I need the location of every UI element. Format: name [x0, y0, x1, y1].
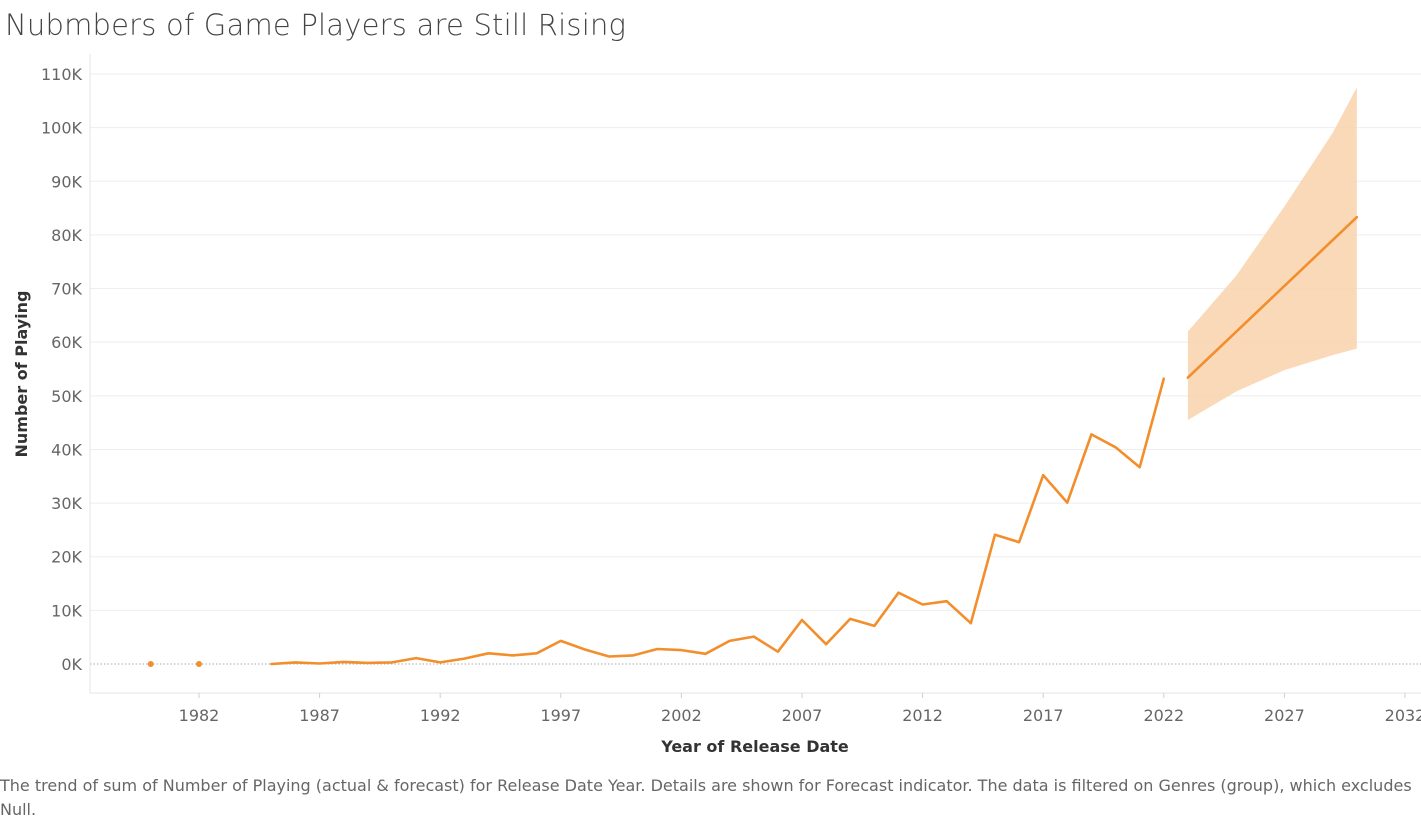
- y-tick-label: 80K: [51, 226, 82, 245]
- data-point: [147, 661, 154, 667]
- x-axis-ticks: 1982 1987 1992 1997 2002 2007 2012 2017 2022 2027…: [179, 693, 1421, 725]
- y-tick-label: 70K: [51, 280, 82, 299]
- y-tick-label: 30K: [51, 494, 82, 513]
- x-tick-label: 2012: [902, 706, 943, 725]
- line-layer: [147, 215, 1359, 667]
- x-tick-label: 2017: [1023, 706, 1064, 725]
- x-tick-label: 1982: [179, 706, 220, 725]
- grid-layer: [89, 54, 1421, 694]
- x-tick-label: 2007: [782, 706, 823, 725]
- y-tick-label: 110K: [41, 65, 83, 84]
- forecast-band-layer: [1187, 87, 1357, 421]
- x-tick-label: 1992: [420, 706, 461, 725]
- y-tick-label: 20K: [51, 548, 82, 567]
- x-tick-label: 2022: [1143, 706, 1184, 725]
- x-tick-label: 2027: [1264, 706, 1305, 725]
- y-tick-label: 90K: [51, 172, 82, 191]
- y-tick-label: 50K: [51, 387, 82, 406]
- y-tick-label: 100K: [41, 119, 83, 138]
- x-tick-label: 2032: [1385, 706, 1421, 725]
- y-tick-label: 40K: [51, 440, 82, 459]
- data-point: [196, 661, 202, 667]
- chart-title: Nubmbers of Game Players are Still Risin…: [5, 8, 627, 42]
- y-axis-ticks: 0K 10K 20K 30K 40K 50K 60K 70K 80K 90K 100K 110K: [41, 65, 83, 674]
- chart-caption: The trend of sum of Number of Playing (a…: [0, 776, 1412, 819]
- y-tick-label: 0K: [61, 655, 82, 674]
- y-tick-label: 10K: [51, 601, 82, 620]
- x-tick-label: 1997: [540, 706, 581, 725]
- x-tick-label: 2002: [661, 706, 702, 725]
- actual-series-line: [270, 377, 1166, 666]
- y-tick-label: 60K: [51, 333, 82, 352]
- forecast-series-line: [1186, 215, 1359, 379]
- forecast-confidence-band: [1187, 87, 1357, 421]
- y-axis-title: Number of Playing: [12, 290, 31, 457]
- line-chart: 0K 10K 20K 30K 40K 50K 60K 70K 80K 90K 100K 110K 19…: [12, 54, 1421, 756]
- x-tick-label: 1987: [299, 706, 340, 725]
- x-axis-title: Year of Release Date: [660, 737, 849, 756]
